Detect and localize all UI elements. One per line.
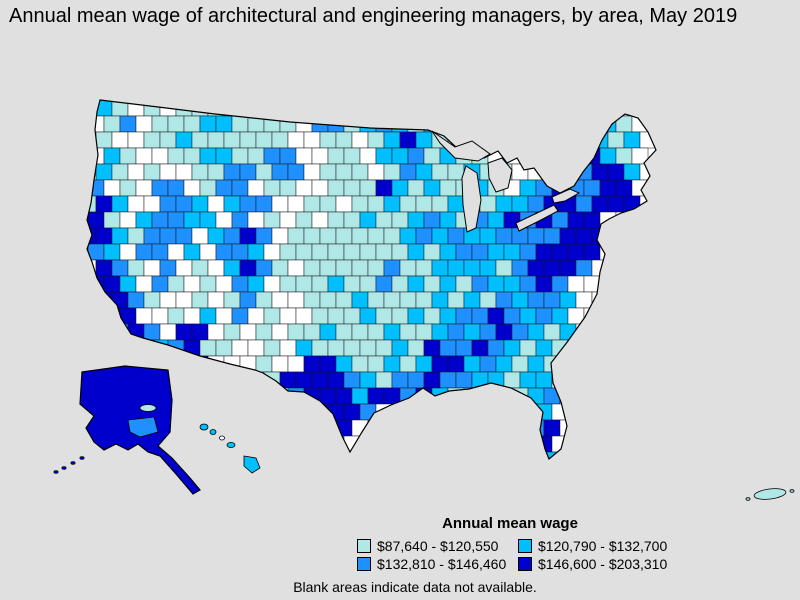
aleutian-island [61, 466, 67, 470]
hawaii-big-island [243, 455, 261, 474]
legend-title: Annual mean wage [442, 515, 578, 532]
legend-label: $120,790 - $132,700 [538, 537, 668, 554]
alaska-interior-area [139, 404, 157, 412]
legend-swatch-icon [518, 556, 532, 571]
conus-outline [86, 99, 657, 460]
lake-erie [515, 204, 559, 232]
legend-item-3: $132,810 - $146,460 [357, 555, 518, 572]
alaska [53, 365, 201, 495]
lake-superior [431, 130, 491, 162]
legend-items: $87,640 - $120,550 $120,790 - $132,700 $13… [330, 537, 690, 572]
legend-item-2: $120,790 - $132,700 [518, 537, 688, 554]
aleutian-island [70, 461, 76, 465]
hawaii-island [199, 423, 209, 431]
legend-swatch-icon [518, 538, 532, 553]
hawaii-island [219, 435, 225, 441]
lake-ontario [551, 188, 581, 204]
legend-item-1: $87,640 - $120,550 [357, 537, 518, 554]
legend-label: $146,600 - $203,310 [538, 555, 668, 572]
legend: Annual mean wage $87,640 - $120,550 $120,… [330, 515, 690, 572]
footnote: Blank areas indicate data not available. [293, 579, 537, 595]
puerto-rico-islet [789, 489, 795, 493]
legend-label: $132,810 - $146,460 [377, 555, 507, 572]
great-lakes [431, 130, 581, 233]
lake-huron [487, 157, 513, 193]
legend-label: $87,640 - $120,550 [377, 537, 499, 554]
legend-item-4: $146,600 - $203,310 [518, 555, 688, 572]
alaska-anchorage-area [127, 416, 159, 438]
aleutian-island [53, 470, 59, 474]
puerto-rico [745, 488, 795, 501]
lake-michigan [461, 165, 482, 233]
map-title: Annual mean wage of architectural and en… [9, 5, 738, 27]
puerto-rico-islet [745, 497, 751, 501]
hawaii [199, 423, 261, 474]
puerto-rico-main [753, 488, 787, 500]
hawaii-island [226, 441, 236, 448]
hawaii-island [209, 429, 217, 435]
aleutian-island [79, 456, 85, 460]
legend-swatch-icon [357, 538, 371, 553]
legend-swatch-icon [357, 556, 371, 571]
